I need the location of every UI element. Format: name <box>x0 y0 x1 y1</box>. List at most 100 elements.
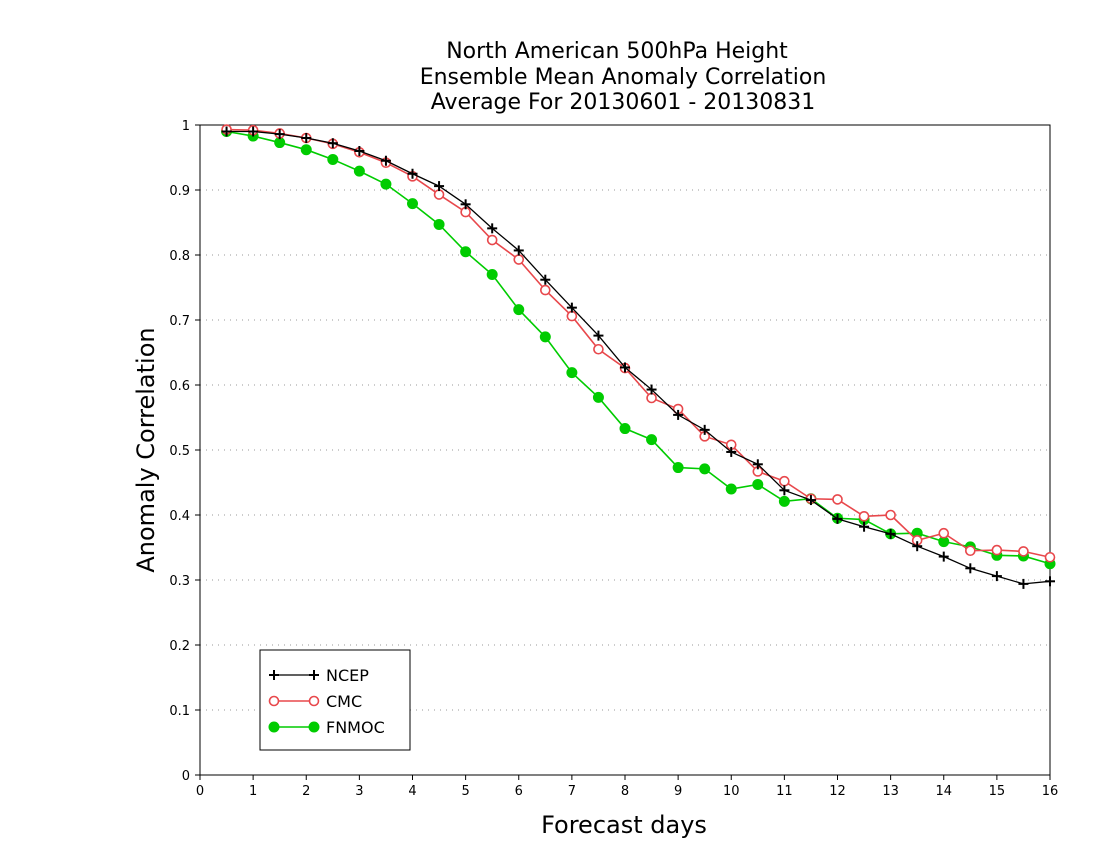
x-tick-label: 14 <box>935 784 952 799</box>
x-tick-label: 15 <box>989 784 1006 799</box>
data-point-fnmoc <box>380 178 392 190</box>
data-point-ncep <box>805 495 816 506</box>
data-point-ncep <box>938 551 949 562</box>
data-point-cmc <box>991 544 1003 556</box>
data-point-fnmoc <box>725 483 737 495</box>
data-point-ncep <box>434 181 445 192</box>
x-tick-label: 8 <box>621 784 629 799</box>
legend-label: FNMOC <box>326 718 385 737</box>
series-line-cmc <box>226 128 1051 559</box>
data-point-fnmoc <box>752 478 764 490</box>
y-tick-label: 0.3 <box>169 574 190 589</box>
data-point-fnmoc <box>778 495 790 507</box>
y-tick-label: 0.2 <box>169 639 190 654</box>
data-point-cmc <box>540 284 551 296</box>
data-point-fnmoc <box>353 165 365 177</box>
x-tick-label: 16 <box>1042 784 1059 799</box>
data-point-fnmoc <box>433 218 445 230</box>
data-point-cmc <box>885 509 896 521</box>
data-point-fnmoc <box>592 391 604 403</box>
data-point-ncep <box>779 485 790 496</box>
data-point-ncep <box>912 541 923 552</box>
legend-marker <box>268 721 280 733</box>
legend-marker <box>268 695 280 707</box>
data-point-fnmoc <box>407 198 418 210</box>
x-tick-label: 1 <box>249 784 257 799</box>
series-line-fnmoc <box>226 130 1051 565</box>
data-point-ncep <box>965 563 976 574</box>
data-point-ncep <box>354 146 365 156</box>
x-tick-label: 2 <box>302 784 310 799</box>
y-tick-label: 0.4 <box>169 509 190 524</box>
legend: NCEP CMC FNMOC <box>259 649 411 751</box>
y-tick-label: 0.7 <box>169 314 190 329</box>
x-tick-label: 6 <box>515 784 523 799</box>
data-point-ncep <box>248 126 259 137</box>
data-point-ncep <box>646 384 657 395</box>
x-tick-label: 5 <box>461 784 469 799</box>
data-point-cmc <box>965 545 976 557</box>
data-point-cmc <box>832 494 843 505</box>
data-point-ncep <box>380 155 391 166</box>
chart-title-line-2: Ensemble Mean Anomaly Correlation <box>420 65 827 90</box>
x-tick-label: 11 <box>776 784 793 799</box>
chart-title: North American 500hPa Height Ensemble Me… <box>420 39 827 115</box>
data-point-ncep <box>487 223 498 234</box>
data-point-cmc <box>938 527 950 539</box>
legend-label: NCEP <box>326 666 369 685</box>
data-point-ncep <box>513 245 524 256</box>
y-tick-label: 0.5 <box>169 444 190 459</box>
data-point-ncep <box>726 446 737 457</box>
data-point-fnmoc <box>672 462 684 474</box>
data-point-ncep <box>1018 578 1029 589</box>
x-tick-label: 3 <box>355 784 363 799</box>
y-tick-label: 0 <box>182 769 190 784</box>
data-point-ncep <box>620 362 630 373</box>
data-point-ncep <box>460 199 471 210</box>
y-tick-label: 0.9 <box>169 184 190 199</box>
data-point-cmc <box>858 510 870 522</box>
legend-marker <box>308 695 320 707</box>
data-point-ncep <box>859 521 870 532</box>
legend-marker <box>309 670 319 680</box>
data-point-cmc <box>433 189 445 200</box>
legend-item-fnmoc: FNMOC <box>268 718 385 737</box>
data-point-ncep <box>752 459 763 470</box>
legend-label: CMC <box>326 692 362 711</box>
legend-item-ncep: NCEP <box>269 666 369 685</box>
data-point-cmc <box>1018 546 1029 557</box>
data-point-ncep <box>566 302 577 313</box>
y-tick-label: 0.8 <box>169 249 190 264</box>
data-point-ncep <box>407 168 418 179</box>
data-point-ncep <box>327 138 338 149</box>
x-tick-label: 10 <box>723 784 740 799</box>
data-point-ncep <box>221 126 232 137</box>
data-point-fnmoc <box>539 331 551 343</box>
data-point-cmc <box>486 234 498 246</box>
data-point-cmc <box>513 254 525 265</box>
series-cmc <box>221 124 1056 563</box>
chart-title-line-3: Average For 20130601 - 20130831 <box>431 90 816 115</box>
data-point-ncep <box>301 133 312 143</box>
x-tick-label: 0 <box>196 784 204 799</box>
gridlines <box>200 189 1050 711</box>
data-point-ncep <box>832 513 843 524</box>
data-point-ncep <box>274 129 285 140</box>
data-point-cmc <box>566 310 578 322</box>
data-point-ncep <box>885 528 896 539</box>
y-tick-label: 0.6 <box>169 379 190 394</box>
data-point-cmc <box>593 343 604 355</box>
legend-item-cmc: CMC <box>268 692 362 711</box>
y-axis-label: Anomaly Correlation <box>132 327 160 572</box>
data-point-fnmoc <box>300 144 312 156</box>
axis-ticks: 00.10.20.30.40.50.60.70.80.910 1 2 3 4 5 6 7 8 9 1… <box>169 119 1058 799</box>
data-point-ncep <box>593 330 604 341</box>
series-fnmoc <box>221 126 1056 570</box>
y-tick-label: 0.1 <box>169 704 190 719</box>
data-point-cmc <box>779 475 790 487</box>
data-point-ncep <box>991 571 1002 582</box>
data-point-ncep <box>540 274 551 285</box>
x-tick-label: 7 <box>568 784 576 799</box>
data-point-ncep <box>699 424 710 435</box>
